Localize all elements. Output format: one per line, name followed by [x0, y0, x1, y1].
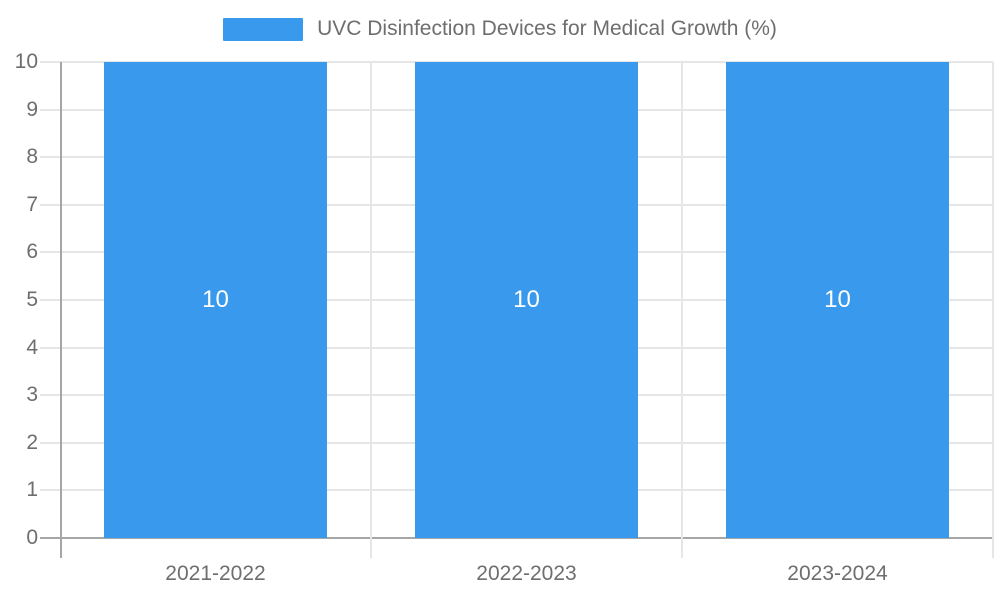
- y-axis-line: [60, 62, 62, 558]
- plot-area: 10 10 10: [60, 61, 994, 539]
- y-axis-tick: [40, 537, 60, 539]
- bar-value-label: 10: [513, 286, 540, 313]
- x-axis-baseline: [60, 537, 993, 539]
- y-axis-label: 0: [26, 526, 38, 549]
- x-axis-tick: [992, 538, 994, 558]
- bar-2022-2023[interactable]: 10: [414, 62, 639, 538]
- x-axis-label: 2023-2024: [787, 562, 888, 585]
- y-axis-label: 2: [26, 430, 38, 454]
- y-axis-label: 3: [26, 383, 38, 407]
- y-axis-tick: [40, 299, 60, 301]
- bar-value-label: 10: [202, 286, 229, 313]
- y-axis-tick: [40, 394, 60, 397]
- v-gridline: [370, 62, 372, 538]
- y-axis-label: 7: [26, 192, 38, 216]
- y-axis-tick: [40, 251, 60, 254]
- y-axis-tick: [40, 108, 60, 111]
- bar-value-label: 10: [824, 286, 851, 313]
- y-axis-label: 8: [26, 145, 38, 169]
- x-axis-tick: [681, 538, 683, 558]
- legend-swatch-icon: [223, 17, 304, 41]
- x-axis-label: 2022-2023: [476, 562, 577, 585]
- y-axis-tick: [40, 489, 60, 492]
- y-axis-label: 1: [26, 478, 38, 502]
- y-axis-label: 10: [14, 50, 38, 73]
- bar-2023-2024[interactable]: 10: [725, 62, 950, 538]
- y-axis-tick: [40, 61, 60, 63]
- y-axis-tick: [40, 346, 60, 349]
- y-axis-tick: [40, 203, 60, 206]
- v-gridline: [681, 62, 683, 538]
- chart-legend[interactable]: UVC Disinfection Devices for Medical Gro…: [0, 17, 1000, 41]
- y-axis-tick: [40, 441, 60, 444]
- y-axis-label: 9: [26, 97, 38, 121]
- y-axis-label: 4: [26, 335, 38, 359]
- y-axis-label: 6: [26, 240, 38, 264]
- x-axis-tick: [370, 538, 372, 558]
- y-axis-label: 5: [26, 288, 38, 311]
- x-axis-label: 2021-2022: [165, 562, 266, 585]
- bar-2021-2022[interactable]: 10: [103, 62, 328, 538]
- v-gridline: [992, 62, 994, 538]
- y-axis-tick: [40, 156, 60, 159]
- legend-label: UVC Disinfection Devices for Medical Gro…: [317, 17, 777, 40]
